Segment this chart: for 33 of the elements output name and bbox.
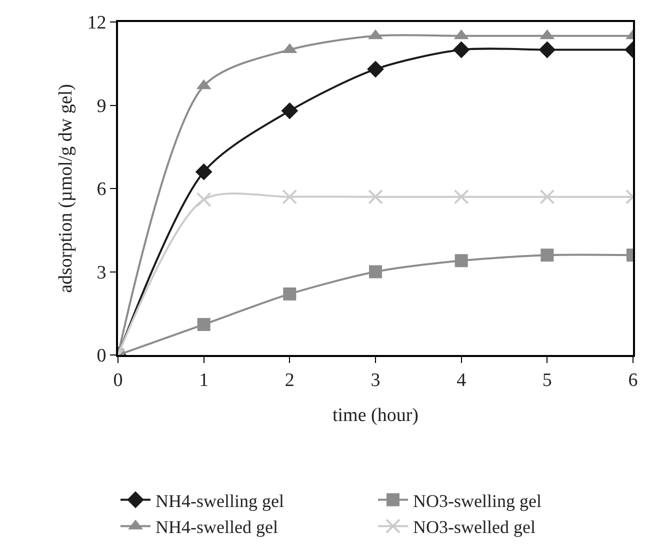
point bbox=[282, 189, 298, 204]
legend-label: NH4-swelling gel bbox=[156, 490, 284, 511]
x-tick-label: 5 bbox=[542, 370, 552, 391]
point bbox=[196, 192, 212, 208]
point bbox=[452, 41, 470, 58]
point bbox=[540, 248, 554, 262]
legend-label: NH4-swelled gel bbox=[156, 517, 278, 538]
point bbox=[195, 163, 212, 180]
point bbox=[454, 189, 469, 204]
x-axis-title: time (hour) bbox=[332, 405, 419, 426]
point bbox=[283, 287, 296, 300]
point bbox=[281, 102, 298, 120]
point bbox=[369, 265, 382, 278]
point bbox=[368, 189, 383, 204]
x-tick-label: 1 bbox=[199, 370, 209, 391]
point bbox=[540, 189, 555, 204]
y-tick-label: 0 bbox=[96, 346, 106, 367]
y-axis-title: adsorption (µmol/g dw gel) bbox=[56, 84, 77, 293]
point bbox=[454, 254, 468, 268]
y-tick-label: 9 bbox=[96, 96, 106, 117]
point bbox=[197, 318, 210, 331]
x-tick-label: 3 bbox=[370, 370, 380, 391]
legend-label: NO3-swelled gel bbox=[413, 517, 536, 538]
point bbox=[367, 60, 384, 78]
x-tick-label: 4 bbox=[456, 370, 467, 391]
x-tick-label: 2 bbox=[284, 370, 294, 391]
y-tick-label: 6 bbox=[96, 179, 106, 200]
point bbox=[538, 41, 556, 58]
x-tick-label: 0 bbox=[113, 370, 123, 391]
x-tick-label: 6 bbox=[628, 370, 638, 391]
y-tick-label: 12 bbox=[87, 12, 106, 34]
y-tick-label: 3 bbox=[96, 262, 106, 284]
legend-label: NO3-swelling gel bbox=[413, 490, 542, 511]
